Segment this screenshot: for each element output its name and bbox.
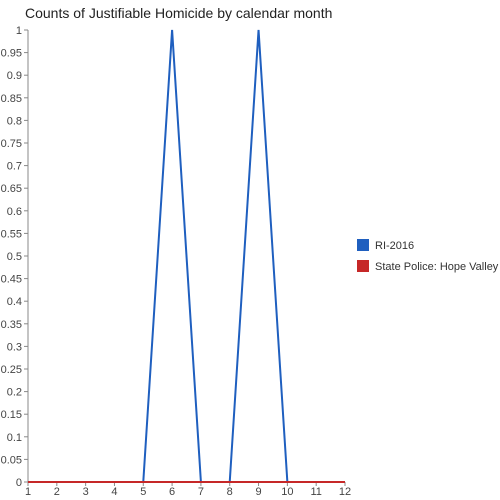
y-tick-label: 0.55 <box>1 228 22 240</box>
x-tick-label: 5 <box>140 486 146 498</box>
x-tick-label: 11 <box>310 486 321 498</box>
x-tick-label: 8 <box>227 486 233 498</box>
x-tick-label: 3 <box>83 486 89 498</box>
y-tick-label: 0.85 <box>1 93 22 105</box>
y-tick-label: 0.95 <box>1 48 22 60</box>
y-tick-label: 0.9 <box>7 70 22 82</box>
y-tick-label: 0.3 <box>7 341 22 353</box>
x-tick-label: 6 <box>169 486 175 498</box>
x-tick-label: 9 <box>255 486 261 498</box>
y-tick-label: 0.4 <box>7 296 22 308</box>
y-tick-label: 0.7 <box>7 161 22 173</box>
y-tick-label: 0.65 <box>1 183 22 195</box>
x-tick-label: 2 <box>54 486 60 498</box>
x-tick-label: 10 <box>281 486 293 498</box>
y-tick-label: 0.75 <box>1 138 22 150</box>
x-tick-label: 1 <box>25 486 31 498</box>
x-tick-label: 7 <box>198 486 204 498</box>
y-tick-label: 0.6 <box>7 206 22 218</box>
y-tick-label: 0.45 <box>1 274 22 286</box>
y-axis: 0 0.05 0.1 0.15 0.2 0.25 0.3 0.35 0.4 0.45 0.5 0.55… <box>1 25 29 489</box>
x-tick-label: 4 <box>111 486 117 498</box>
series-line-1 <box>28 29 345 483</box>
y-tick-label: 0.1 <box>7 432 22 444</box>
legend-label: RI-2016 <box>375 240 414 252</box>
legend-swatch <box>357 260 369 272</box>
legend: RI-2016 State Police: Hope Valley <box>357 239 499 273</box>
y-tick-label: 0.25 <box>1 364 22 376</box>
legend-swatch <box>357 239 369 251</box>
y-tick-label: 0.35 <box>1 319 22 331</box>
y-tick-label: 0.2 <box>7 387 22 399</box>
y-tick-label: 0.05 <box>1 454 22 466</box>
y-tick-label: 1 <box>16 25 22 37</box>
chart-title: Counts of Justifiable Homicide by calend… <box>25 5 332 21</box>
y-tick-label: 0.8 <box>7 115 22 127</box>
x-axis: 1 2 3 4 5 6 7 8 9 10 11 12 <box>25 481 351 498</box>
y-tick-label: 0.5 <box>7 251 22 263</box>
legend-label: State Police: Hope Valley <box>375 261 499 273</box>
y-tick-label: 0 <box>16 477 22 489</box>
y-tick-label: 0.15 <box>1 409 22 421</box>
x-tick-label: 12 <box>339 486 351 498</box>
plot-area <box>28 29 345 483</box>
